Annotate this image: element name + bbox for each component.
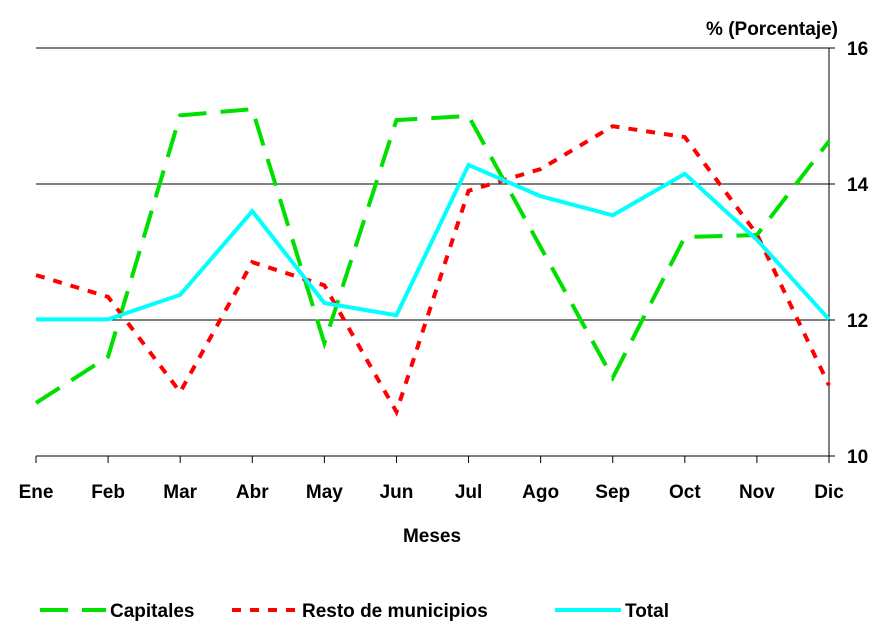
x-tick-label: Sep (595, 482, 630, 503)
y-tick-label: 16 (847, 39, 868, 60)
axis-title: % (Porcentaje) (706, 19, 838, 40)
x-tick-label: Mar (163, 482, 197, 503)
legend-label: Capitales (110, 601, 194, 622)
y-tick-label: 14 (847, 175, 869, 196)
x-tick-label: Nov (739, 482, 775, 503)
x-tick-label: Abr (236, 482, 269, 503)
x-tick-label: Jun (380, 482, 414, 503)
series-line (34, 107, 831, 405)
series-line (35, 124, 831, 417)
y-tick-label: 12 (847, 311, 868, 332)
x-tick-label: Ene (19, 482, 54, 503)
legend-label: Total (625, 601, 669, 622)
x-axis-label: Meses (403, 526, 461, 547)
series-line (36, 162, 831, 322)
x-tick-label: Feb (91, 482, 125, 503)
x-tick-label: May (306, 482, 343, 503)
x-tick-label: Jul (455, 482, 482, 503)
x-tick-label: Ago (522, 482, 559, 503)
x-tick-label: Oct (669, 482, 701, 503)
legend-label: Resto de municipios (302, 601, 488, 622)
x-tick-label: Dic (814, 482, 844, 503)
y-tick-label: 10 (847, 447, 868, 468)
